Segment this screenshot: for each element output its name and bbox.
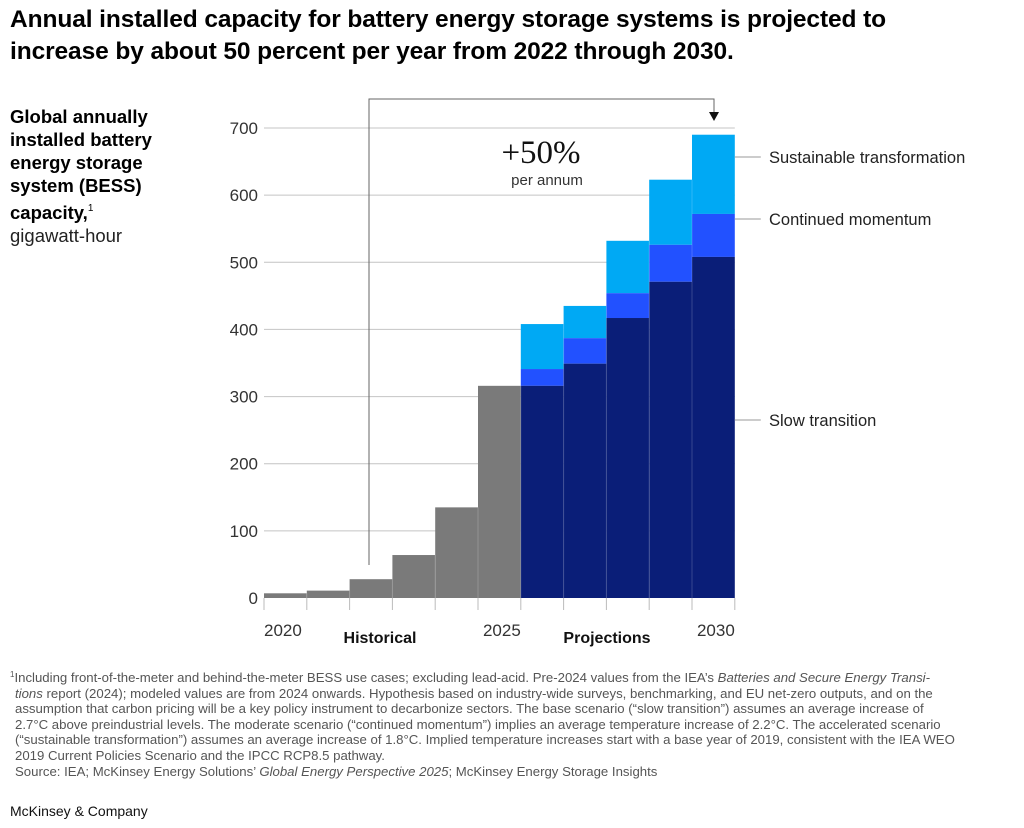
y-tick-label: 500 (230, 253, 258, 272)
x-tick-label: 2020 (264, 621, 302, 640)
bar-historical-2022 (349, 579, 393, 598)
period-label-historical: Historical (344, 630, 417, 647)
y-tick-label: 300 (230, 388, 258, 407)
bar-segment-continued-momentum-2026 (520, 369, 564, 386)
bar-segment-continued-momentum-2029 (649, 244, 692, 282)
y-axis-ticks: 0 100 200 300 400 500 600 700 (230, 119, 258, 608)
bar-historical-2021 (306, 590, 350, 598)
footnote-line: tions report (2024); modeled values are … (10, 686, 1010, 702)
legend-label-slow-transition: Slow transition (769, 412, 876, 430)
y-axis-unit: gigawatt-hour (10, 225, 123, 246)
y-axis-title-line: system (BESS) (10, 175, 142, 196)
bar-historical-2023 (392, 555, 436, 598)
bar-segment-sustainable-transformation-2030 (692, 134, 735, 214)
y-tick-label: 0 (249, 589, 258, 608)
y-axis-title-bold: Global annually installed battery energy… (10, 105, 210, 224)
bar-segment-slow-transition-2028 (606, 318, 650, 598)
growth-rate-subtext: per annum (511, 172, 583, 189)
bar-segment-sustainable-transformation-2026 (520, 324, 564, 370)
footnote-italic-text: Batteries and Secure Energy Transi- (717, 670, 930, 685)
y-tick-label: 400 (230, 320, 258, 339)
footnote-line: assumption that carbon pricing will be a… (15, 701, 924, 717)
y-tick-label: 200 (230, 455, 258, 474)
legend-label-sustainable-transformation: Sustainable transformation (769, 149, 965, 167)
arrow-head-icon (709, 112, 719, 121)
bar-segment-continued-momentum-2028 (606, 293, 650, 319)
footnote-marker: 1 (10, 670, 15, 679)
y-axis-title-line-text: capacity, (10, 202, 88, 223)
y-axis-title-line: energy storage (10, 152, 143, 173)
bar-historical-2024 (435, 507, 478, 598)
footnote-italic-text: tions (15, 685, 43, 701)
brand-logo-text: McKinsey & Company (10, 803, 148, 819)
footnote-line: 2019 Current Policies Scenario and the I… (15, 747, 385, 763)
bar-segment-sustainable-transformation-2029 (649, 179, 692, 245)
bar-segment-sustainable-transformation-2028 (606, 240, 650, 294)
bar-segment-continued-momentum-2030 (692, 213, 735, 257)
bar-chart: 0 100 200 300 400 500 600 700 2020 2025 2030 Histo… (230, 98, 965, 647)
footnote-marker: 1 (87, 203, 94, 214)
bar-historical-2020 (264, 593, 307, 598)
growth-rate-value: +50% (501, 135, 580, 171)
y-axis-title: Global annually installed battery energy… (10, 105, 210, 247)
y-axis-title-line: Global annually (10, 106, 148, 127)
footnote-line: 2.7°C above preindustrial levels. The mo… (15, 716, 941, 732)
footnote-text: report (2024); modeled values are from 2… (42, 685, 933, 701)
y-tick-label: 600 (230, 186, 258, 205)
footnote-line: 1Including front-of-the-meter and behind… (10, 667, 1010, 686)
x-tick-label: 2025 (483, 621, 521, 640)
legend-label-continued-momentum: Continued momentum (769, 211, 931, 229)
footnote: 1Including front-of-the-meter and behind… (10, 667, 1010, 779)
source-text: Source: IEA; McKinsey Energy Solutions’ (15, 763, 260, 779)
footnote-text: Including front-of-the-meter and behind-… (14, 670, 718, 685)
y-tick-label: 700 (230, 119, 258, 138)
legend: Slow transition Continued momentum Sustain… (734, 149, 965, 430)
y-axis-title-line: installed battery (10, 129, 152, 150)
y-axis-title-line: capacity,1 (10, 197, 210, 224)
footnote-line: (“sustainable transformation”) assumes a… (15, 732, 955, 748)
title-line-2: increase by about 50 percent per year fr… (10, 38, 734, 65)
bar-segment-slow-transition-2027 (563, 363, 607, 598)
bar-historical-2025 (478, 385, 521, 598)
source-italic-text: Global Energy Perspective 2025 (259, 763, 449, 779)
x-tick-label: 2030 (697, 621, 735, 640)
chart-title: Annual installed capacity for battery en… (10, 4, 1010, 68)
bar-segment-continued-momentum-2027 (563, 338, 607, 364)
bar-segment-slow-transition-2030 (692, 256, 735, 598)
title-line-1: Annual installed capacity for battery en… (10, 6, 887, 33)
growth-annotation: +50%per annum (368, 98, 719, 565)
source-text: ; McKinsey Energy Storage Insights (448, 763, 658, 779)
bar-segment-slow-transition-2026 (520, 385, 564, 598)
bar-segment-sustainable-transformation-2027 (563, 305, 607, 339)
source-line: Source: IEA; McKinsey Energy Solutions’ … (10, 764, 1010, 780)
bar-segment-slow-transition-2029 (649, 281, 692, 598)
period-label-projections: Projections (563, 630, 650, 647)
bars (264, 134, 735, 598)
growth-bracket-line (368, 98, 715, 565)
y-tick-label: 100 (230, 522, 258, 541)
x-axis: 2020 2025 2030 Historical Projections (263, 598, 736, 647)
